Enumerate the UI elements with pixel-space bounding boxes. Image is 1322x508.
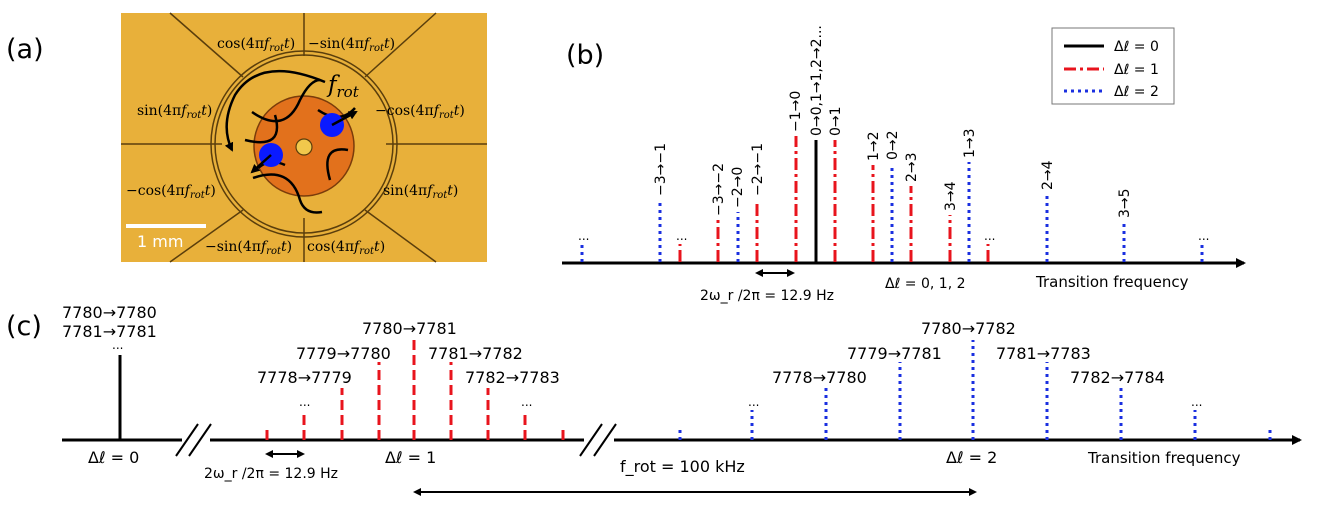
b-ellipsis: ... [984,229,995,243]
electrode-label: sin(4πfrott) [383,183,458,201]
c-delta1-label: 7782→7783 [465,368,560,387]
center-hole [295,138,313,156]
legend-label-l0: Δℓ = 0 [1114,39,1159,55]
c-delta2-label: 7778→7780 [772,368,867,387]
axis-break [175,423,212,457]
c-frot-label: f_rot = 100 kHz [620,457,745,477]
b-line-label: −1→0 [788,91,804,132]
b-line-label: 0→2 [885,130,901,160]
b-line-label: 3→5 [1117,188,1133,218]
b-labels: −3→−1 −3→−2 −2→0 −2→−1 −1→0 0→0,1→1,2→2... 0→1… [578,25,1209,243]
c-spacing-label: 2ω_r /2π = 12.9 Hz [204,466,338,482]
legend-label-l2: Δℓ = 2 [1114,84,1159,100]
c-axis-label: Transition frequency [1087,449,1241,467]
b-line-label: 0→0,1→1,2→2... [809,25,825,136]
axis-break [579,423,617,457]
c-ellipsis: ... [299,395,310,409]
c-ellipsis: ... [112,338,123,352]
b-line-label: 2→4 [1040,160,1056,190]
c-ellipsis: ... [521,395,532,409]
electrode-label: sin(4πfrott) [137,103,212,121]
c-delta2-label: 7781→7783 [996,344,1091,363]
panel-label-c: (c) [6,311,42,342]
c-ellipsis: ... [748,395,759,409]
electrode-label: cos(4πfrott) [307,239,385,257]
panel-label-b: (b) [566,40,604,71]
scale-bar-label: 1 mm [137,232,183,251]
c-delta1-label: 7780→7781 [362,319,457,338]
b-line-label: −3→−2 [711,163,727,216]
electrode-label: cos(4πfrott) [217,36,295,54]
b-ellipsis: ... [578,229,589,243]
b-line-label: 1→2 [866,131,882,161]
b-line-label: 1→3 [962,128,978,158]
b-line-label: −2→−1 [750,143,766,196]
rotation-arrow [224,69,326,152]
c-ellipsis: ... [1191,395,1202,409]
b-legend: Δℓ = 0 Δℓ = 1 Δℓ = 2 [1051,27,1175,105]
legend-label-l1: Δℓ = 1 [1114,62,1159,78]
panel-c-spectrum: Transition frequency ............ 7780→7… [62,303,1302,496]
b-spacing-label: 2ω_r /2π = 12.9 Hz [700,288,834,304]
b-ellipsis: ... [676,229,687,243]
c-delta2-label: 7782→7784 [1070,368,1165,387]
b-line-label: −2→0 [730,167,746,208]
c-delta0-label: 7781→7781 [62,322,157,341]
b-group-label: Δℓ = 0, 1, 2 [885,276,966,292]
c-delta1-label: 7778→7779 [257,368,352,387]
panel-b-spectrum: Transition frequency 2ω_r /2π = 12.9 Hz … [562,25,1246,304]
panel-a-trap-image: frot cos(4πfrott) −sin(4πfrott) sin(4πfr… [121,12,487,263]
c-group-label-l2: Δℓ = 2 [946,448,997,467]
rotation-label: frot [326,72,360,101]
c-group-label-l0: Δℓ = 0 [88,448,139,467]
b-line-label: 0→1 [828,106,844,136]
b-line-label: 2→3 [904,152,920,182]
c-delta0-label: 7780→7780 [62,303,157,322]
c-group-label-l1: Δℓ = 1 [385,448,436,467]
c-delta2-label: 7780→7782 [921,319,1016,338]
b-axis-label: Transition frequency [1035,273,1189,291]
c-delta1-label: 7779→7780 [296,344,391,363]
panel-label-a: (a) [6,34,44,65]
c-delta1-label: 7781→7782 [428,344,523,363]
b-lines [580,136,1204,262]
c-lines: ............ [118,340,1272,440]
b-line-label: −3→−1 [653,143,669,196]
b-ellipsis: ... [1198,229,1209,243]
c-delta2-label: 7779→7781 [847,344,942,363]
b-line-label: 3→4 [943,181,959,211]
